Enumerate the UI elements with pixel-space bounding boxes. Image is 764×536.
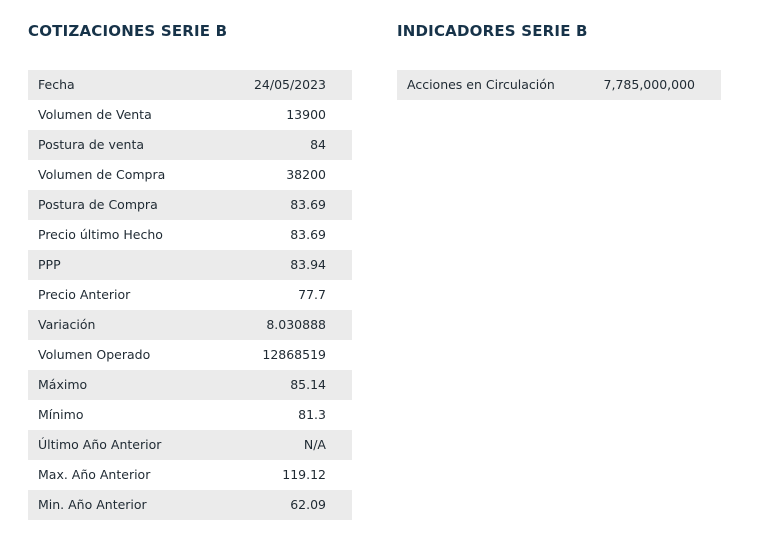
table-row: Variación 8.030888 (28, 310, 352, 340)
row-label: Postura de Compra (38, 197, 158, 212)
indicadores-table: Acciones en Circulación 7,785,000,000 (397, 70, 721, 100)
row-label: Postura de venta (38, 137, 145, 152)
row-value: 83.69 (290, 197, 326, 212)
table-row: Postura de Compra 83.69 (28, 190, 352, 220)
row-label: Acciones en Circulación (407, 77, 555, 92)
indicadores-title: INDICADORES SERIE B (397, 22, 588, 40)
table-row: Precio Anterior 77.7 (28, 280, 352, 310)
row-value: 81.3 (298, 407, 326, 422)
row-value: 62.09 (290, 497, 326, 512)
cotizaciones-title: COTIZACIONES SERIE B (28, 22, 228, 40)
row-value: 7,785,000,000 (603, 77, 695, 92)
row-label: Último Año Anterior (38, 437, 162, 452)
table-row: Máximo 85.14 (28, 370, 352, 400)
row-value: 24/05/2023 (253, 77, 326, 92)
table-row: Postura de venta 84 (28, 130, 352, 160)
cotizaciones-table: Fecha 24/05/2023 Volumen de Venta 13900 … (28, 70, 352, 520)
row-label: Volumen Operado (38, 347, 151, 362)
table-row: Max. Año Anterior 119.12 (28, 460, 352, 490)
row-value: 77.7 (298, 287, 326, 302)
table-row: Volumen de Venta 13900 (28, 100, 352, 130)
row-value: 119.12 (282, 467, 326, 482)
table-row: Fecha 24/05/2023 (28, 70, 352, 100)
row-label: Máximo (38, 377, 88, 392)
table-row: Volumen Operado 12868519 (28, 340, 352, 370)
row-label: Volumen de Compra (38, 167, 166, 182)
row-label: Mínimo (38, 407, 84, 422)
table-row: Mínimo 81.3 (28, 400, 352, 430)
row-label: Volumen de Venta (38, 107, 152, 122)
row-value: N/A (303, 437, 326, 452)
row-label: PPP (38, 257, 61, 272)
row-label: Min. Año Anterior (38, 497, 147, 512)
row-value: 83.94 (290, 257, 326, 272)
row-label: Precio último Hecho (38, 227, 163, 242)
row-label: Fecha (38, 77, 75, 92)
row-value: 13900 (286, 107, 326, 122)
row-value: 38200 (286, 167, 326, 182)
row-value: 84 (310, 137, 326, 152)
row-value: 85.14 (290, 377, 326, 392)
table-row: Precio último Hecho 83.69 (28, 220, 352, 250)
table-row: Min. Año Anterior 62.09 (28, 490, 352, 520)
row-value: 8.030888 (266, 317, 326, 332)
table-row: Acciones en Circulación 7,785,000,000 (397, 70, 721, 100)
row-label: Variación (38, 317, 96, 332)
table-row: Volumen de Compra 38200 (28, 160, 352, 190)
row-label: Precio Anterior (38, 287, 131, 302)
table-row: PPP 83.94 (28, 250, 352, 280)
row-value: 83.69 (290, 227, 326, 242)
row-value: 12868519 (262, 347, 326, 362)
table-row: Último Año Anterior N/A (28, 430, 352, 460)
row-label: Max. Año Anterior (38, 467, 151, 482)
